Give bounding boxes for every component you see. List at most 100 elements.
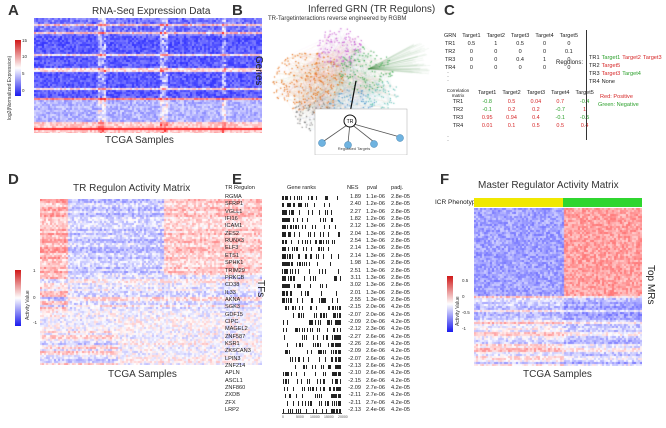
rank-tick: [338, 401, 339, 406]
regulon-target: Target3: [601, 71, 621, 77]
rank-tick: [328, 320, 330, 325]
panel-d-xlabel: TCGA Samples: [108, 369, 177, 380]
rank-tick: [313, 232, 315, 237]
rank-tick: [285, 224, 286, 230]
pval-value: 1.3e-06: [366, 267, 385, 274]
rank-tick: [299, 195, 300, 200]
rank-tick: [328, 320, 329, 325]
rank-tick: [310, 305, 312, 311]
rank-tick: [318, 254, 320, 259]
rank-tick: [282, 291, 283, 296]
nes-value: -2.26: [348, 341, 361, 347]
rank-tick: [284, 254, 285, 259]
regulon-name: RUNX3: [225, 238, 244, 245]
rank-tick: [286, 349, 287, 355]
rank-tick: [282, 195, 284, 200]
rank-tick: [331, 254, 333, 259]
rank-tick: [285, 261, 287, 267]
rank-tick: [284, 195, 286, 200]
padj-value: 4.2e-05: [391, 341, 410, 347]
grn-header-cell: Target1: [462, 33, 481, 39]
regulon-tr: TR2: [589, 63, 600, 69]
corr-cell: 0.94: [506, 115, 517, 121]
rank-tick: [319, 393, 320, 399]
rank-tick: [285, 269, 287, 274]
header-pval: pval: [367, 185, 378, 191]
rank-tick: [335, 342, 337, 347]
padj-value: 2.8e-05: [391, 201, 410, 208]
grn-cell: 0: [518, 65, 522, 71]
grn-row: TR4 0 0 0 0 0: [441, 64, 581, 72]
rank-tick: [339, 386, 341, 392]
rank-tick: [332, 313, 334, 318]
rank-tick: [326, 283, 327, 289]
rank-tick: [285, 210, 287, 215]
rank-tick: [324, 371, 326, 377]
pval-value: 2.6e-06: [366, 348, 385, 355]
padj-value: 4.2e-05: [391, 348, 410, 355]
rank-tick: [306, 349, 308, 355]
rank-tick: [334, 276, 336, 281]
rank-tick: [331, 210, 332, 215]
rank-tick: [283, 298, 284, 303]
rank-tick: [284, 379, 286, 384]
rank-tick: [304, 401, 306, 406]
rank-tick: [292, 202, 294, 208]
rank-tick: [282, 202, 284, 208]
rank-tick: [338, 320, 339, 325]
grn-cell: 0.5: [516, 41, 524, 47]
padj-value: 4.2e-05: [391, 311, 410, 318]
rank-tick: [334, 379, 336, 384]
grn-cell: 0: [567, 65, 571, 71]
nes-value: 2.14: [350, 252, 361, 259]
rank-tick: [312, 408, 314, 414]
rank-tick: [306, 379, 308, 384]
rank-tick: [317, 342, 318, 347]
regulon-activity-heatmap: [40, 199, 262, 365]
rank-tick: [283, 291, 284, 296]
rank-tick: [287, 371, 289, 377]
rank-tick: [284, 224, 286, 230]
rank-tick: [305, 335, 307, 340]
rank-tick: [310, 386, 311, 392]
grn-cell: 0: [469, 65, 473, 71]
rank-tick: [322, 298, 324, 303]
rank-tick: [332, 342, 334, 347]
regulons-label: Regulons:: [556, 60, 584, 66]
rank-tick: [339, 401, 340, 406]
rank-tick: [326, 195, 328, 200]
panel-f-xlabel: TCGA Samples: [523, 369, 592, 380]
rank-tick: [299, 202, 300, 208]
rank-tick: [337, 408, 338, 414]
padj-value: 4.2e-05: [391, 377, 410, 384]
rank-tick: [339, 327, 341, 333]
rank-tick: [328, 305, 329, 311]
rank-tick: [322, 217, 324, 223]
rank-tick: [289, 393, 290, 399]
nes-value: -2.10: [348, 370, 361, 377]
rank-tick: [330, 408, 332, 414]
rank-tick: [296, 408, 297, 414]
rank-tick: [290, 254, 291, 259]
rank-tick: [297, 269, 299, 274]
rank-tick: [304, 254, 306, 259]
regulon-target: Target5: [601, 63, 621, 69]
rank-tick: [284, 291, 285, 296]
gene-rank-track: [282, 386, 342, 392]
grn-cell: 0: [542, 65, 547, 71]
rank-tick: [282, 202, 283, 208]
rank-tick: [294, 276, 295, 281]
rank-tick: [293, 313, 294, 318]
rank-tick: [305, 239, 307, 245]
gene-rank-track: [282, 401, 342, 406]
rank-tick: [339, 364, 340, 370]
rank-tick: [328, 232, 330, 237]
rank-tick: [316, 408, 317, 414]
rank-tick: [282, 254, 283, 259]
rank-tick: [312, 276, 314, 281]
rank-tick: [288, 202, 289, 208]
pval-value: 2.6e-06: [366, 377, 385, 384]
rank-tick: [282, 261, 284, 267]
target-node: [318, 139, 326, 147]
rank-tick: [287, 291, 288, 296]
